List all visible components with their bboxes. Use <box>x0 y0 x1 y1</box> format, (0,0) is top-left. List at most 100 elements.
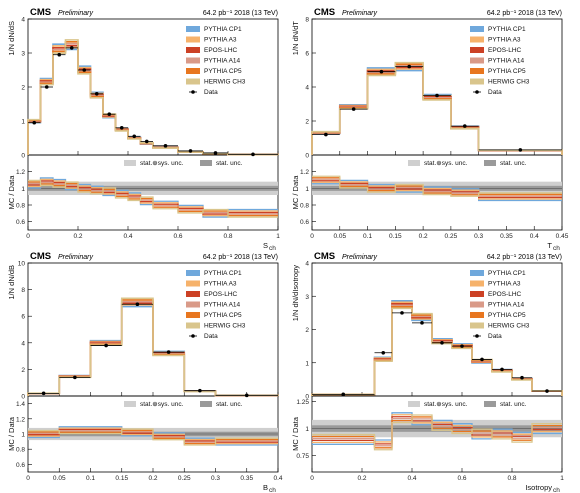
mc-ratio-1 <box>312 181 562 200</box>
y-axis-label: 1/N dN/dT <box>291 21 300 56</box>
preliminary-label: Preliminary <box>58 10 94 17</box>
y-tick-label: 2 <box>305 327 309 334</box>
y-tick-label: 0 <box>21 153 25 160</box>
main-frame <box>311 18 563 156</box>
legend-label-0: PYTHIA CP1 <box>488 26 526 33</box>
legend-label-3: PYTHIA A14 <box>204 302 241 309</box>
x-axis-label-sub: ch <box>553 245 560 252</box>
x-axis-label: T <box>547 241 552 250</box>
data-point <box>400 311 404 315</box>
mc-ratio-0 <box>312 179 562 202</box>
legend-data-label: Data <box>204 333 218 340</box>
legend-swatch-5 <box>470 322 484 329</box>
data-point <box>82 68 87 72</box>
y-tick-label: 10 <box>18 261 26 268</box>
data-point <box>132 134 137 139</box>
chart-panel-sch: CMS Preliminary 64.2 pb⁻¹ 2018 (13 TeV) 0 1 2… <box>7 7 280 252</box>
x-tick-label: 0 <box>26 233 30 240</box>
chart-panel-iso: CMS Preliminary 64.2 pb⁻¹ 2018 (13 TeV) 0 1 2… <box>291 251 564 493</box>
x-tick-label: 1 <box>276 233 280 240</box>
preliminary-label: Preliminary <box>58 254 94 261</box>
data-point <box>480 357 484 362</box>
x-tick-label: 0.6 <box>173 233 182 240</box>
data-point <box>188 149 193 153</box>
mc-hist-5 <box>311 61 563 155</box>
legend-label-4: PYTHIA CP5 <box>488 68 526 75</box>
legend-swatch-4 <box>470 312 484 318</box>
data-point <box>341 392 346 397</box>
y-tick-label: 4 <box>21 17 25 24</box>
x-tick-label: 0.35 <box>500 233 513 240</box>
y-tick-label: 0 <box>305 153 309 160</box>
band-stat-label: stat. unc. <box>216 160 243 167</box>
mc-ratio-3 <box>312 178 562 197</box>
band-total-swatch <box>408 401 420 407</box>
legend-swatch-2 <box>186 47 200 53</box>
legend-swatch-5 <box>470 78 484 85</box>
x-tick-label: 0.6 <box>457 475 466 482</box>
band-total-swatch <box>124 401 136 407</box>
ratio-tick-label: 1.4 <box>16 401 25 408</box>
x-tick-label: 0.2 <box>73 233 82 240</box>
data-point <box>107 112 112 116</box>
legend-label-0: PYTHIA CP1 <box>488 270 526 277</box>
legend-label-5: HERWIG CH3 <box>204 323 246 330</box>
y-tick-label: 3 <box>21 51 25 58</box>
preliminary-label: Preliminary <box>342 10 378 17</box>
x-axis-label-sub: ch <box>269 245 276 252</box>
mc-hist-3 <box>27 42 279 156</box>
y-tick-label: 4 <box>305 261 309 268</box>
legend-data-label: Data <box>488 89 502 96</box>
data-point <box>244 393 249 398</box>
legend-label-1: PYTHIA A3 <box>204 281 237 288</box>
chart-panel-bch: CMS Preliminary 64.2 pb⁻¹ 2018 (13 TeV) 0 2 4… <box>7 251 283 493</box>
cms-label: CMS <box>314 7 335 18</box>
legend-label-3: PYTHIA A14 <box>488 302 525 309</box>
legend-label-2: EPOS-LHC <box>488 291 522 298</box>
band-total-swatch <box>124 160 136 166</box>
x-tick-label: 0.3 <box>211 475 220 482</box>
chart-panel-tch: CMS Preliminary 64.2 pb⁻¹ 2018 (13 TeV) 0 2 4… <box>291 7 569 252</box>
band-stat-swatch <box>484 160 496 166</box>
legend-label-2: EPOS-LHC <box>488 47 522 54</box>
legend-label-4: PYTHIA CP5 <box>204 312 242 319</box>
x-axis-label-sub: ch <box>553 487 560 493</box>
mc-hist-4 <box>311 306 563 396</box>
data-point <box>351 107 356 111</box>
ratio-tick-label: 0.6 <box>300 219 309 226</box>
legend-swatch-4 <box>470 68 484 74</box>
band-stat-label: stat. unc. <box>500 401 527 408</box>
x-tick-label: 0 <box>26 475 30 482</box>
cms-label: CMS <box>30 7 51 18</box>
y-tick-label: 4 <box>305 85 309 92</box>
data-point <box>94 92 99 96</box>
mc-ratio-5 <box>312 175 562 197</box>
legend-swatch-2 <box>470 291 484 297</box>
ratio-tick-label: 1.2 <box>16 169 25 176</box>
x-tick-label: 0.4 <box>123 233 132 240</box>
legend-swatch-3 <box>186 301 200 308</box>
legend-label-3: PYTHIA A14 <box>204 58 241 65</box>
legend-label-1: PYTHIA A3 <box>204 37 237 44</box>
data-point <box>69 46 74 50</box>
lumi-label: 64.2 pb⁻¹ 2018 (13 TeV) <box>487 254 562 261</box>
x-tick-label: 0.2 <box>148 475 157 482</box>
x-axis-label: S <box>263 241 268 250</box>
legend-data-label: Data <box>488 333 502 340</box>
x-tick-label: 0 <box>310 233 314 240</box>
ratio-tick-label: 1 <box>21 186 25 193</box>
legend-label-0: PYTHIA CP1 <box>204 26 242 33</box>
legend-swatch-1 <box>186 36 200 43</box>
legend-swatch-1 <box>186 280 200 287</box>
data-point <box>166 350 171 354</box>
y-axis-label: 1/N dN/dIsotropy <box>291 265 300 322</box>
data-point <box>198 388 202 393</box>
x-tick-label: 0.45 <box>556 233 569 240</box>
legend-label-2: EPOS-LHC <box>204 47 238 54</box>
data-point <box>104 343 108 348</box>
y-axis-label: 1/N dN/dS <box>7 21 16 56</box>
y-tick-label: 0 <box>21 394 25 401</box>
preliminary-label: Preliminary <box>342 254 378 261</box>
legend-swatch-3 <box>186 57 200 64</box>
data-point <box>381 350 386 355</box>
